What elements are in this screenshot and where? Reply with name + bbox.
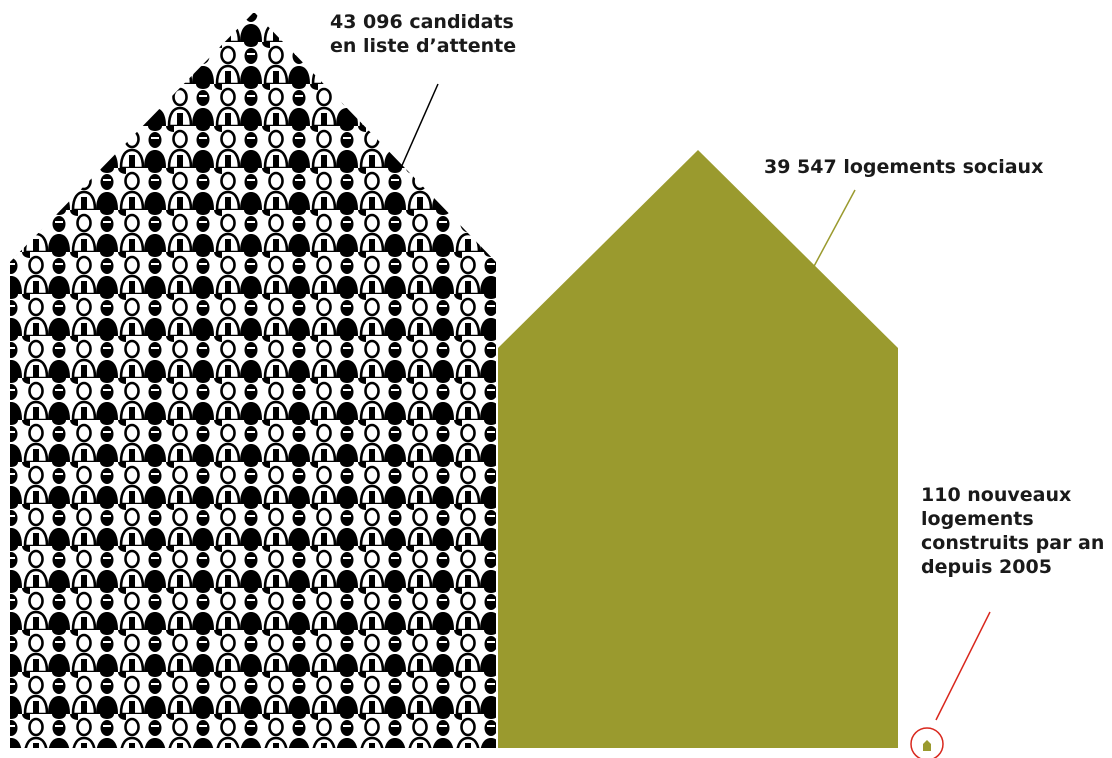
social-housing-label-text: 39 547 logements sociaux — [764, 156, 1044, 178]
new-housing-label-line2: logements — [921, 508, 1034, 530]
social-housing-leader-line — [811, 189, 856, 271]
new-housing-label-line4: depuis 2005 — [921, 556, 1052, 578]
social-housing-label: 39 547 logements sociaux — [764, 155, 1043, 179]
waiting-list-label-line1: 43 096 candidats — [330, 11, 514, 33]
waiting-list-leader-line — [399, 83, 439, 171]
new-housing-label-line1: 110 nouveaux — [921, 484, 1072, 506]
new-housing-leader-line — [935, 611, 991, 721]
people-pattern-icon — [10, 12, 496, 748]
social-housing-house — [498, 150, 898, 748]
new-housing-label: 110 nouveaux logements construits par an… — [921, 483, 1104, 579]
house-icon — [923, 740, 931, 751]
new-housing-circle — [910, 727, 944, 758]
waiting-list-label: 43 096 candidats en liste d’attente — [330, 10, 516, 58]
waiting-list-house — [10, 12, 496, 748]
new-housing-marker — [910, 727, 944, 758]
new-housing-label-line3: construits par an — [921, 532, 1105, 554]
waiting-list-label-line2: en liste d’attente — [330, 35, 517, 57]
